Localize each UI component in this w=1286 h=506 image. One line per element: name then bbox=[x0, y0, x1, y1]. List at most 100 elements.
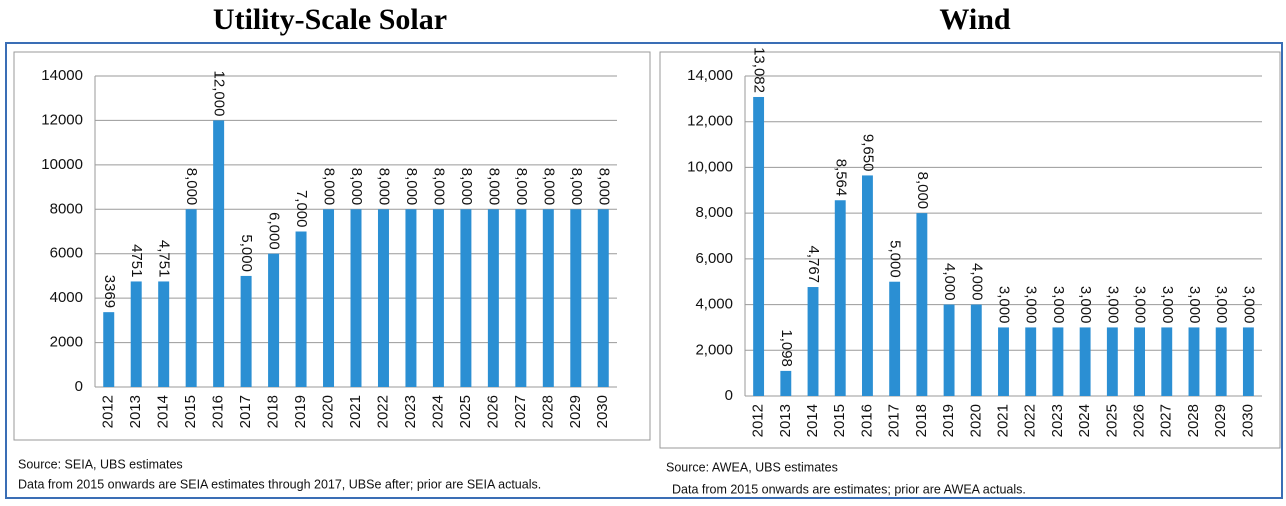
data-label: 5,000 bbox=[887, 240, 904, 278]
y-tick-label: 10,000 bbox=[687, 158, 733, 175]
x-tick-label: 2020 bbox=[967, 404, 984, 437]
x-tick-label: 2012 bbox=[750, 404, 767, 437]
x-tick-label: 2020 bbox=[319, 395, 336, 428]
source-note: Source: AWEA, UBS estimates bbox=[666, 460, 838, 474]
x-tick-label: 2024 bbox=[429, 395, 446, 428]
data-label: 3,000 bbox=[1050, 286, 1067, 324]
bar bbox=[1215, 327, 1227, 396]
x-tick-label: 2027 bbox=[512, 395, 529, 428]
x-tick-label: 2013 bbox=[777, 404, 794, 437]
data-label: 3,000 bbox=[1132, 286, 1149, 324]
x-tick-label: 2021 bbox=[347, 395, 364, 428]
y-tick-label: 6,000 bbox=[695, 250, 733, 267]
bar bbox=[185, 209, 197, 387]
bar bbox=[1025, 327, 1037, 396]
data-label: 8,000 bbox=[513, 168, 530, 206]
x-tick-label: 2029 bbox=[1212, 404, 1229, 437]
data-label: 4,751 bbox=[156, 240, 173, 278]
bar bbox=[130, 281, 142, 387]
data-label: 4751 bbox=[128, 244, 145, 277]
y-tick-label: 2000 bbox=[50, 334, 83, 351]
data-label: 3,000 bbox=[1159, 286, 1176, 324]
y-tick-label: 12000 bbox=[41, 111, 83, 128]
bar bbox=[916, 213, 928, 396]
source-note: Source: SEIA, UBS estimates bbox=[18, 457, 183, 471]
bar bbox=[862, 175, 873, 396]
bar bbox=[1079, 327, 1091, 396]
x-tick-label: 2022 bbox=[374, 395, 391, 428]
x-tick-label: 2015 bbox=[182, 395, 199, 428]
data-label: 8,000 bbox=[183, 168, 200, 206]
chart-title: Utility-Scale Solar bbox=[213, 3, 447, 36]
bar bbox=[460, 209, 472, 387]
bar bbox=[542, 209, 554, 387]
bar bbox=[753, 96, 765, 397]
bar bbox=[998, 327, 1009, 396]
x-tick-label: 2019 bbox=[292, 395, 309, 428]
bar bbox=[487, 209, 499, 387]
bar bbox=[295, 231, 307, 387]
x-tick-label: 2017 bbox=[237, 395, 254, 428]
x-tick-label: 2022 bbox=[1022, 404, 1039, 437]
bar bbox=[570, 209, 582, 387]
bar bbox=[807, 287, 819, 396]
data-label: 6,000 bbox=[266, 212, 283, 250]
x-tick-label: 2030 bbox=[1239, 404, 1256, 437]
bar bbox=[1188, 327, 1200, 396]
x-tick-label: 2026 bbox=[484, 395, 501, 428]
x-tick-label: 2026 bbox=[1131, 404, 1148, 437]
x-tick-label: 2021 bbox=[994, 404, 1011, 437]
bar bbox=[432, 209, 444, 387]
data-label: 8,000 bbox=[540, 168, 557, 206]
data-label: 8,564 bbox=[832, 159, 849, 197]
x-tick-label: 2027 bbox=[1158, 404, 1175, 437]
y-tick-label: 4,000 bbox=[695, 296, 733, 313]
data-label: 12,000 bbox=[211, 71, 228, 117]
panel-frame bbox=[13, 51, 651, 441]
data-label: 1,098 bbox=[778, 329, 795, 367]
data-label: 8,000 bbox=[914, 172, 931, 210]
data-label: 3,000 bbox=[1023, 286, 1040, 324]
data-label: 5,000 bbox=[238, 234, 255, 272]
data-label: 3,000 bbox=[1213, 286, 1230, 324]
x-tick-label: 2014 bbox=[155, 395, 172, 428]
data-label: 3,000 bbox=[1186, 286, 1203, 324]
bar bbox=[597, 209, 609, 387]
bar bbox=[515, 209, 527, 387]
y-tick-label: 6000 bbox=[50, 245, 83, 262]
data-label: 3,000 bbox=[1077, 286, 1094, 324]
y-tick-label: 14000 bbox=[41, 67, 83, 84]
y-tick-label: 8,000 bbox=[695, 204, 733, 221]
data-label: 8,000 bbox=[485, 168, 502, 206]
bar bbox=[1052, 327, 1064, 396]
bar bbox=[377, 209, 389, 387]
bar bbox=[834, 200, 846, 396]
bar bbox=[780, 370, 792, 396]
x-tick-label: 2017 bbox=[886, 404, 903, 437]
x-tick-label: 2014 bbox=[804, 404, 821, 437]
y-tick-label: 4000 bbox=[50, 289, 83, 306]
data-label: 8,000 bbox=[348, 168, 365, 206]
x-tick-label: 2023 bbox=[1049, 404, 1066, 437]
x-tick-label: 2013 bbox=[127, 395, 144, 428]
y-tick-label: 0 bbox=[75, 378, 83, 395]
bar bbox=[213, 120, 225, 387]
x-tick-label: 2018 bbox=[265, 395, 282, 428]
data-label: 8,000 bbox=[595, 168, 612, 206]
data-label: 7,000 bbox=[293, 190, 310, 228]
x-tick-label: 2029 bbox=[567, 395, 584, 428]
data-label: 8,000 bbox=[458, 168, 475, 206]
data-label: 4,000 bbox=[968, 263, 985, 301]
data-label: 3369 bbox=[101, 275, 118, 308]
bar bbox=[1161, 327, 1173, 396]
data-label: 3,000 bbox=[996, 286, 1013, 324]
x-tick-label: 2030 bbox=[594, 395, 611, 428]
x-tick-label: 2028 bbox=[1185, 404, 1202, 437]
y-tick-label: 0 bbox=[725, 387, 733, 404]
x-tick-label: 2019 bbox=[940, 404, 957, 437]
panel-frame bbox=[659, 51, 1281, 449]
x-tick-label: 2023 bbox=[402, 395, 419, 428]
bar bbox=[240, 275, 252, 387]
